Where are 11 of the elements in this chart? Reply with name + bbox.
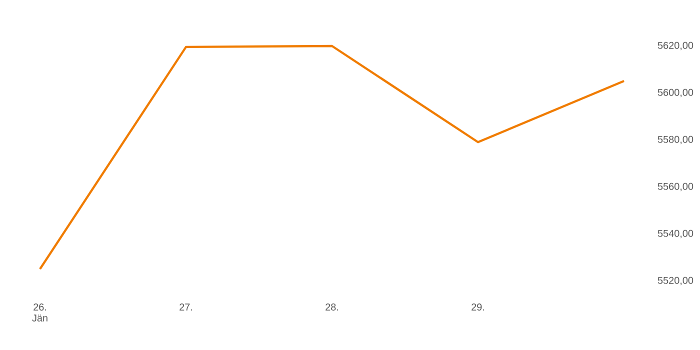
x-tick-label: 29. xyxy=(472,304,484,311)
x-tick-label: 26. Jän xyxy=(32,304,48,322)
line-series xyxy=(38,44,626,270)
y-tick-label: 5580,00 xyxy=(658,136,694,144)
y-tick-label: 5600,00 xyxy=(658,88,694,98)
y-tick-label: 5520,00 xyxy=(658,276,694,286)
x-tick-label: 27. xyxy=(180,304,192,310)
x-tick-label: 28. xyxy=(326,304,338,311)
y-tick-label: 5620,00 xyxy=(658,42,694,50)
y-tick-label: 5540,00 xyxy=(658,230,694,238)
y-tick-label: 5560,00 xyxy=(658,182,694,192)
